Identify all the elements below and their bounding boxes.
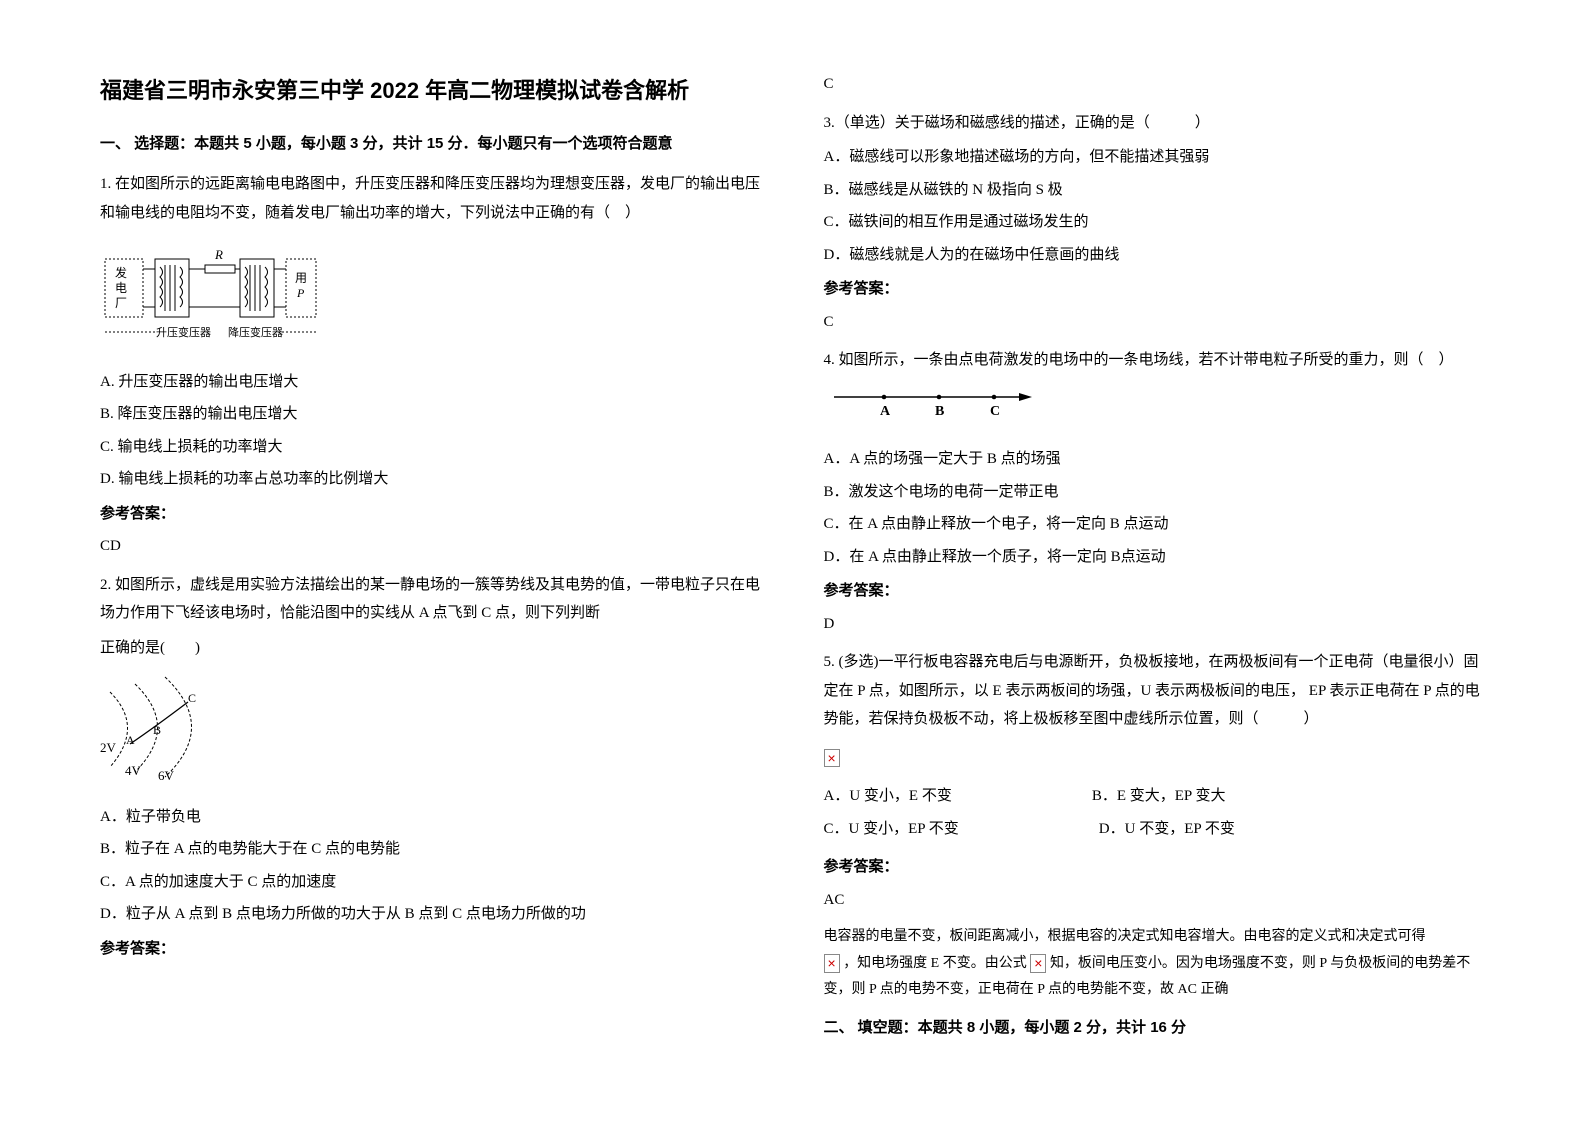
q4-option-a: A．A 点的场强一定大于 B 点的场强: [824, 445, 1488, 474]
q5-options-row-1: A．U 变小，E 不变 B．E 变大，EP 变大: [824, 782, 1488, 815]
question-2-text2: 正确的是( ): [100, 634, 764, 663]
left-column: 福建省三明市永安第三中学 2022 年高二物理模拟试卷含解析 一、 选择题：本题…: [100, 70, 764, 1054]
question-5-text: 5. (多选)一平行板电容器充电后与电源断开，负极板接地，在两极板间有一个正电荷…: [824, 648, 1488, 734]
q2-option-d: D．粒子从 A 点到 B 点电场力所做的功大于从 B 点到 C 点电场力所做的功: [100, 900, 764, 929]
q5-option-a: A．U 变小，E 不变: [824, 782, 952, 811]
q1-option-b: B. 降压变压器的输出电压增大: [100, 400, 764, 429]
svg-text:厂: 厂: [115, 296, 127, 310]
q5-capacitor-diagram: ×: [824, 744, 1488, 773]
q3-answer-label: 参考答案：: [824, 275, 1488, 304]
q5-option-b: B．E 变大，EP 变大: [1092, 782, 1226, 811]
section-1-header: 一、 选择题：本题共 5 小题，每小题 3 分，共计 15 分．每小题只有一个选…: [100, 130, 764, 159]
q4-answer-label: 参考答案：: [824, 577, 1488, 606]
q5-answer: AC: [824, 886, 1488, 915]
svg-text:电: 电: [115, 281, 127, 295]
q4-option-b: B．激发这个电场的电荷一定带正电: [824, 478, 1488, 507]
q1-option-d: D. 输电线上损耗的功率占总功率的比例增大: [100, 465, 764, 494]
svg-text:6V: 6V: [158, 768, 175, 782]
q1-option-a: A. 升压变压器的输出电压增大: [100, 368, 764, 397]
section-2-header: 二、 填空题：本题共 8 小题，每小题 2 分，共计 16 分: [824, 1014, 1488, 1043]
q5-exp-1: 电容器的电量不变，板间距离减小，根据电容的决定式知电容增大。由电容的定义式和决定…: [824, 929, 1426, 944]
q2-option-a: A．粒子带负电: [100, 803, 764, 832]
question-2-text: 2. 如图所示，虚线是用实验方法描绘出的某一静电场的一簇等势线及其电势的值，一带…: [100, 571, 764, 628]
q2-option-b: B．粒子在 A 点的电势能大于在 C 点的电势能: [100, 835, 764, 864]
svg-text:用: 用: [295, 271, 307, 285]
q5-option-d: D．U 不变，EP 不变: [1099, 815, 1235, 844]
right-column: C 3.（单选）关于磁场和磁感线的描述，正确的是（ ） A．磁感线可以形象地描述…: [824, 70, 1488, 1054]
q2-option-c: C．A 点的加速度大于 C 点的加速度: [100, 868, 764, 897]
q2-equipotential-diagram: A B C 2V 4V 6V: [100, 672, 764, 793]
svg-text:降压变压器: 降压变压器: [228, 325, 283, 339]
q3-option-c: C．磁铁间的相互作用是通过磁场发生的: [824, 208, 1488, 237]
svg-text:2V: 2V: [100, 740, 117, 755]
question-3-text: 3.（单选）关于磁场和磁感线的描述，正确的是（ ）: [824, 109, 1488, 138]
q4-field-line-diagram: A B C: [824, 385, 1488, 436]
q5-explanation: 电容器的电量不变，板间距离减小，根据电容的决定式知电容增大。由电容的定义式和决定…: [824, 924, 1488, 951]
q5-answer-label: 参考答案：: [824, 853, 1488, 882]
q3-option-a: A．磁感线可以形象地描述磁场的方向，但不能描述其强弱: [824, 143, 1488, 172]
q2-answer-label: 参考答案：: [100, 935, 764, 964]
q1-answer: CD: [100, 532, 764, 561]
svg-text:发: 发: [115, 265, 127, 280]
question-1-text: 1. 在如图所示的远距离输电电路图中，升压变压器和降压变压器均为理想变压器，发电…: [100, 170, 764, 227]
exam-title: 福建省三明市永安第三中学 2022 年高二物理模拟试卷含解析: [100, 70, 764, 112]
q3-option-b: B．磁感线是从磁铁的 N 极指向 S 极: [824, 176, 1488, 205]
q1-answer-label: 参考答案：: [100, 500, 764, 529]
q4-option-c: C．在 A 点由静止释放一个电子，将一定向 B 点运动: [824, 510, 1488, 539]
question-4-text: 4. 如图所示，一条由点电荷激发的电场中的一条电场线，若不计带电粒子所受的重力，…: [824, 346, 1488, 375]
q2-answer: C: [824, 70, 1488, 99]
q3-option-d: D．磁感线就是人为的在磁场中任意画的曲线: [824, 241, 1488, 270]
q3-answer: C: [824, 308, 1488, 337]
q5-explanation-line2: × ，知电场强度 E 不变。由公式 × 知，板间电压变小。因为电场强度不变，则 …: [824, 951, 1488, 1004]
svg-text:A: A: [880, 404, 891, 419]
svg-text:R: R: [214, 247, 223, 262]
broken-image-icon: ×: [1030, 954, 1046, 973]
svg-text:C: C: [188, 691, 196, 705]
q5-exp-2: ，知电场强度 E 不变。由公式: [843, 956, 1027, 971]
svg-text:P: P: [296, 286, 305, 300]
q1-circuit-diagram: 发 电 厂 R: [100, 237, 764, 358]
q4-answer: D: [824, 610, 1488, 639]
broken-image-icon: ×: [824, 954, 840, 973]
svg-text:A: A: [126, 733, 135, 747]
q4-option-d: D．在 A 点由静止释放一个质子，将一定向 B点运动: [824, 543, 1488, 572]
svg-text:B: B: [935, 404, 944, 419]
svg-text:C: C: [990, 404, 1000, 419]
svg-text:升压变压器: 升压变压器: [156, 325, 211, 339]
q1-option-c: C. 输电线上损耗的功率增大: [100, 433, 764, 462]
svg-text:4V: 4V: [125, 763, 142, 778]
q5-option-c: C．U 变小，EP 不变: [824, 815, 959, 844]
broken-image-icon: ×: [824, 749, 840, 768]
svg-text:B: B: [153, 723, 161, 737]
q5-options-row-2: C．U 变小，EP 不变 D．U 不变，EP 不变: [824, 815, 1488, 848]
